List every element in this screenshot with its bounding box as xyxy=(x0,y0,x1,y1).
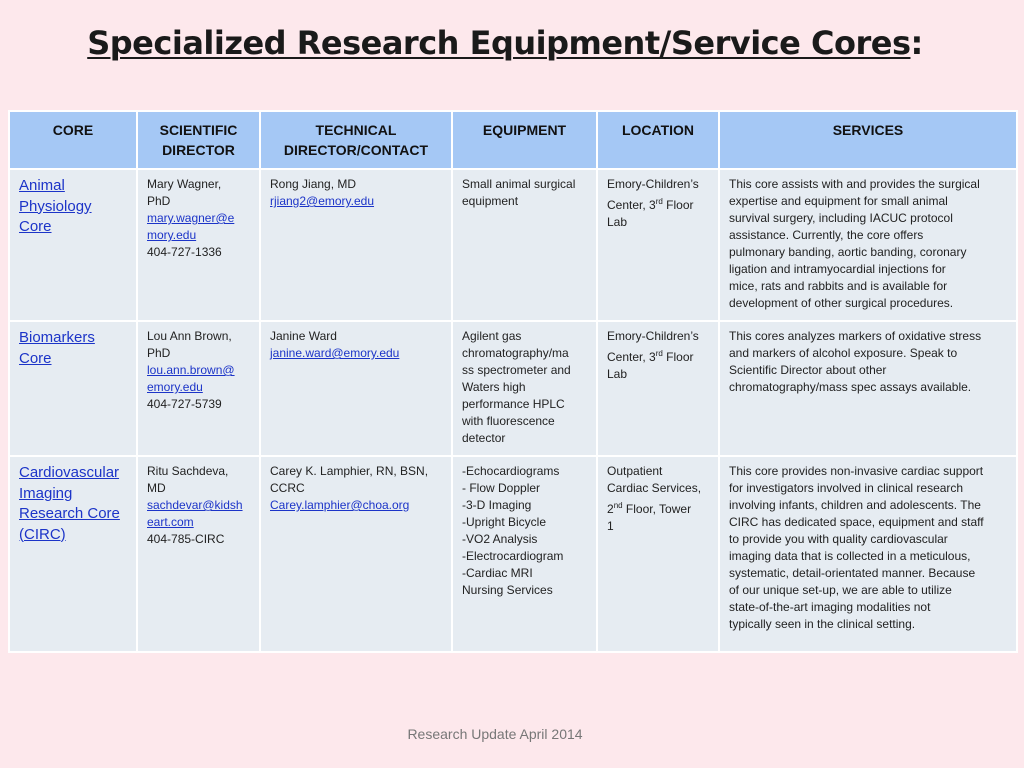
contact-credential: CCRC xyxy=(270,481,305,495)
director-email-link[interactable]: sachdevar@kidsh eart.com xyxy=(147,498,243,529)
core-link-biomarkers[interactable]: Biomarkers Core xyxy=(19,329,95,367)
technical-director-cell: Janine Ward janine.ward@emory.edu xyxy=(259,320,453,457)
core-cell: Animal Physiology Core xyxy=(8,168,138,322)
contact-email-link[interactable]: Carey.lamphier@choa.org xyxy=(270,498,410,512)
page-title-colon: : xyxy=(910,24,923,62)
page-title: Specialized Research Equipment/Service C… xyxy=(0,24,1010,62)
core-cell: Biomarkers Core xyxy=(8,320,138,457)
director-phone: 404-785-CIRC xyxy=(147,532,225,546)
director-email-link[interactable]: mary.wagner@e mory.edu xyxy=(147,211,235,242)
services-cell: This core assists with and provides the … xyxy=(718,168,1018,322)
services-cell: This cores analyzes markers of oxidative… xyxy=(718,320,1018,457)
header-equipment: EQUIPMENT xyxy=(451,110,598,170)
technical-director-cell: Carey K. Lamphier, RN, BSN, CCRC Carey.l… xyxy=(259,455,453,653)
header-scientific-director: SCIENTIFIC DIRECTOR xyxy=(136,110,261,170)
location-cell: Emory-Children’s Center, 3rd Floor Lab xyxy=(596,320,720,457)
services-cell: This core provides non-invasive cardiac … xyxy=(718,455,1018,653)
equipment-cell: Small animal surgical equipment xyxy=(451,168,598,322)
page-title-text: Specialized Research Equipment/Service C… xyxy=(87,24,911,62)
core-cell: Cardiovascular Imaging Research Core (CIRC) xyxy=(8,455,138,653)
header-services: SERVICES xyxy=(718,110,1018,170)
contact-name: Carey K. Lamphier, RN, BSN, xyxy=(270,464,429,478)
equipment-cell: -Echocardiograms - Flow Doppler -3-D Imagi… xyxy=(451,455,598,653)
director-name: Ritu Sachdeva, xyxy=(147,464,229,478)
core-link-cardiovascular-imaging[interactable]: Cardiovascular Imaging Research Core (CIRC) xyxy=(19,464,120,543)
contact-name: Janine Ward xyxy=(270,329,337,343)
location-cell: Emory-Children’s Center, 3rd Floor Lab xyxy=(596,168,720,322)
header-technical-director: TECHNICAL DIRECTOR/CONTACT xyxy=(259,110,453,170)
director-degree: MD xyxy=(147,481,166,495)
scientific-director-cell: Mary Wagner, PhD mary.wagner@e mory.edu 4… xyxy=(136,168,261,322)
location-cell: Outpatient Cardiac Services, 2nd Floor, … xyxy=(596,455,720,653)
contact-name: Rong Jiang, MD xyxy=(270,177,357,191)
director-phone: 404-727-1336 xyxy=(147,245,222,259)
cores-table: CORE SCIENTIFIC DIRECTOR TECHNICAL DIRECTO… xyxy=(8,110,1018,653)
director-phone: 404-727-5739 xyxy=(147,397,222,411)
table-header-row: CORE SCIENTIFIC DIRECTOR TECHNICAL DIRECTO… xyxy=(8,110,1018,170)
contact-email-link[interactable]: rjiang2@emory.edu xyxy=(270,194,375,208)
header-location: LOCATION xyxy=(596,110,720,170)
table-row: Animal Physiology Core Mary Wagner, PhD ma… xyxy=(8,168,1018,322)
director-degree: PhD xyxy=(147,194,171,208)
director-email-link[interactable]: lou.ann.brown@ emory.edu xyxy=(147,363,235,394)
scientific-director-cell: Ritu Sachdeva, MD sachdevar@kidsh eart.co… xyxy=(136,455,261,653)
contact-email-link[interactable]: janine.ward@emory.edu xyxy=(270,346,400,360)
core-link-animal-physiology[interactable]: Animal Physiology Core xyxy=(19,177,92,235)
director-name: Lou Ann Brown, xyxy=(147,329,232,343)
technical-director-cell: Rong Jiang, MD rjiang2@emory.edu xyxy=(259,168,453,322)
table-row: Cardiovascular Imaging Research Core (CIRC)… xyxy=(8,455,1018,653)
scientific-director-cell: Lou Ann Brown, PhD lou.ann.brown@ emory.e… xyxy=(136,320,261,457)
equipment-cell: Agilent gas chromatography/ma ss spectrome… xyxy=(451,320,598,457)
header-core: CORE xyxy=(8,110,138,170)
footer-text: Research Update April 2014 xyxy=(407,726,583,742)
table-row: Biomarkers Core Lou Ann Brown, PhD lou.an… xyxy=(8,320,1018,457)
director-degree: PhD xyxy=(147,346,171,360)
director-name: Mary Wagner, xyxy=(147,177,222,191)
